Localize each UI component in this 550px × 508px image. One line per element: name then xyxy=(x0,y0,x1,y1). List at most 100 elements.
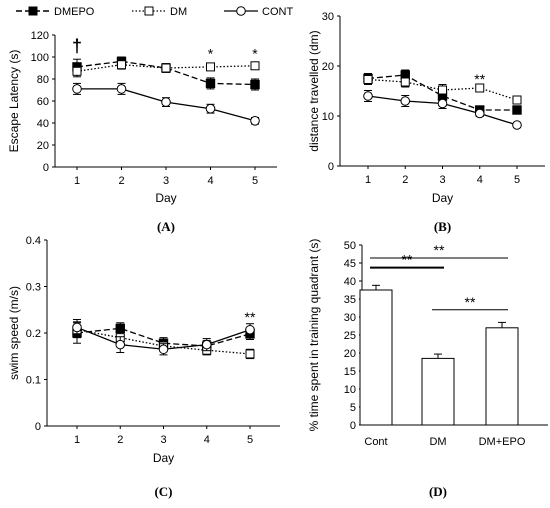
data-point-dm xyxy=(250,61,260,71)
x-tick-label: 4 xyxy=(204,434,210,446)
y-tick-label: 0 xyxy=(43,162,49,174)
significance-marker: * xyxy=(208,46,214,62)
data-point-dm xyxy=(475,83,485,93)
data-point-cont xyxy=(400,96,411,106)
y-tick-label: 25 xyxy=(344,330,356,342)
x-axis-label: Day xyxy=(432,191,453,205)
y-tick-label: 100 xyxy=(31,52,49,64)
data-point-cont xyxy=(72,84,82,94)
panel-b-chart: 0 10 20 30 1 2 3 4 5 Day distance travelled (dm) **… xyxy=(307,11,545,234)
legend-marker-dm xyxy=(144,6,154,16)
y-tick-label: 0.1 xyxy=(26,375,41,387)
x-tick-label: 3 xyxy=(160,434,166,446)
y-tick-label: 80 xyxy=(37,74,49,86)
data-point-cont xyxy=(205,103,216,114)
panel-c-chart: 0 0.1 0.2 0.3 0.4 1 2 3 4 5 Day swim speed (m/s) ** (… xyxy=(7,235,280,499)
legend-label-dm: DM xyxy=(170,6,187,18)
bar-cont xyxy=(359,289,393,426)
panel-a-chart: 0 20 40 60 80 100 120 1 2 3 4 5 Day Escape Latency (s… xyxy=(7,30,277,234)
data-point-dmepo xyxy=(115,323,125,334)
x-tick-label: 5 xyxy=(514,174,520,186)
data-point-dm xyxy=(206,62,215,72)
x-tick-label: 5 xyxy=(247,434,253,446)
y-tick-label: 0 xyxy=(328,161,334,173)
panel-d-chart: 0 5 10 15 20 25 30 35 40 45 50 Cont DM DM+EPO ** ** ** % … xyxy=(307,239,548,499)
legend-entry-dm: DM xyxy=(132,6,187,18)
panel-label: (A) xyxy=(157,219,175,234)
legend-entry-cont: CONT xyxy=(224,6,293,18)
legend-marker-cont xyxy=(236,6,246,16)
x-tick-label: 1 xyxy=(365,174,371,186)
significance-marker: ** xyxy=(474,71,485,87)
y-tick-label: 35 xyxy=(344,294,356,306)
y-tick-label: 30 xyxy=(322,11,334,23)
data-point-cont xyxy=(512,120,522,130)
data-point-cont xyxy=(201,339,212,350)
legend-entry-dmepo: DMEPO xyxy=(16,6,95,18)
data-point-cont xyxy=(116,84,127,94)
bar-dm-epo xyxy=(485,327,519,426)
y-axis-label: Escape Latency (s) xyxy=(7,50,21,153)
y-tick-label: 20 xyxy=(322,61,334,73)
y-tick-label: 10 xyxy=(322,111,334,123)
data-point-dm xyxy=(400,77,410,87)
data-point-cont xyxy=(115,339,126,350)
data-point-cont xyxy=(72,322,82,333)
significance-marker: ** xyxy=(402,252,413,268)
data-point-cont xyxy=(250,116,260,126)
data-point-dm xyxy=(363,75,373,84)
y-tick-label: 45 xyxy=(344,258,356,270)
data-point-dm xyxy=(72,66,82,76)
x-axis-label: Day xyxy=(153,451,174,465)
panel-label: (C) xyxy=(154,484,172,499)
y-tick-label: 30 xyxy=(344,312,356,324)
data-point-cont xyxy=(158,344,169,355)
significance-marker: ** xyxy=(245,309,256,325)
y-tick-label: 20 xyxy=(344,348,356,360)
data-point-cont xyxy=(161,97,171,107)
legend: DMEPO DM CONT xyxy=(16,6,293,18)
legend-marker-dmepo xyxy=(28,6,38,16)
data-point-dm xyxy=(161,63,171,73)
y-tick-label: 0.2 xyxy=(26,328,41,340)
significance-marker: ** xyxy=(465,294,476,310)
y-axis-label: distance travelled (dm) xyxy=(307,30,321,151)
y-tick-label: 40 xyxy=(344,276,356,288)
series-line-dmepo xyxy=(76,60,256,86)
data-point-cont xyxy=(474,108,485,119)
x-tick-label: 5 xyxy=(252,175,258,187)
y-tick-label: 0.4 xyxy=(26,235,41,247)
data-point-dm xyxy=(245,349,255,359)
legend-label-dmepo: DMEPO xyxy=(54,6,95,18)
data-point-cont xyxy=(245,324,255,335)
y-tick-label: 40 xyxy=(37,118,49,130)
data-point-dm xyxy=(512,95,522,105)
y-tick-label: 0 xyxy=(350,420,356,432)
panel-label: (B) xyxy=(434,219,451,234)
y-axis-label: swim speed (m/s) xyxy=(7,286,21,380)
x-tick-label: 4 xyxy=(477,174,483,186)
x-tick-label: 2 xyxy=(117,434,123,446)
x-tick-label: 1 xyxy=(74,175,80,187)
legend-label-cont: CONT xyxy=(262,6,293,18)
x-tick-label: 2 xyxy=(402,174,408,186)
y-tick-label: 10 xyxy=(344,384,356,396)
y-tick-label: 0 xyxy=(35,421,41,433)
data-point-cont xyxy=(363,91,373,101)
category-label: Cont xyxy=(364,436,387,448)
panel-label: (D) xyxy=(429,484,447,499)
y-tick-label: 5 xyxy=(350,402,356,414)
series-line-dm xyxy=(367,78,518,101)
y-tick-label: 20 xyxy=(37,140,49,152)
significance-marker: * xyxy=(252,46,258,62)
data-point-dm xyxy=(438,85,447,95)
x-tick-label: 1 xyxy=(74,434,80,446)
y-tick-label: 15 xyxy=(344,366,356,378)
data-point-cont xyxy=(437,98,448,109)
y-tick-label: 120 xyxy=(31,30,49,42)
significance-marker: † xyxy=(72,36,82,56)
y-tick-label: 60 xyxy=(37,96,49,108)
series-line-dmepo xyxy=(76,327,251,347)
x-axis-label: Day xyxy=(155,191,176,205)
